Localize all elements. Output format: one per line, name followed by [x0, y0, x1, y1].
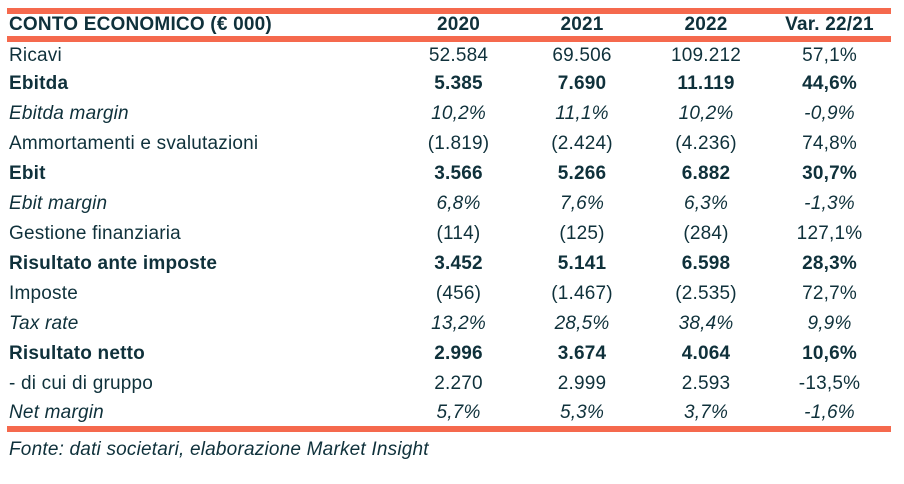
row-label: Imposte: [9, 283, 78, 304]
cell-value: 52.584: [428, 44, 489, 66]
row-label: Ammortamenti e svalutazioni: [9, 133, 259, 154]
table-body: Ricavi 52.584 69.506 109.212 57,1% Ebitd…: [7, 39, 891, 429]
row-label: Ebitda: [9, 73, 69, 94]
cell-value: 127,1%: [796, 223, 863, 244]
cell-value: 30,7%: [802, 163, 857, 184]
row-label: Risultato ante imposte: [9, 253, 218, 274]
table-row: Ammortamenti e svalutazioni (1.819) (2.4…: [7, 129, 891, 159]
table-row: Risultato ante imposte 3.452 5.141 6.598…: [7, 249, 891, 279]
cell-value: 3,7%: [683, 401, 729, 423]
header-col-2020: 2020: [436, 14, 481, 35]
cell-value: 9,9%: [807, 313, 852, 334]
header-col-2022: 2022: [684, 14, 728, 35]
cell-value: 3.566: [434, 163, 483, 184]
cell-value: 109.212: [670, 44, 742, 66]
cell-value: 74,8%: [802, 133, 857, 154]
table-row: Ebitda margin 10,2% 11,1% 10,2% -0,9%: [7, 99, 891, 129]
income-statement: CONTO ECONOMICO (€ 000) 2020 2021 2022 V…: [7, 8, 891, 461]
cell-value: 44,6%: [802, 73, 857, 94]
cell-value: 11,1%: [555, 103, 609, 124]
table-header: CONTO ECONOMICO (€ 000) 2020 2021 2022 V…: [7, 11, 891, 39]
row-label: Net margin: [9, 401, 104, 423]
table-row: Ebit 3.566 5.266 6.882 30,7%: [7, 159, 891, 189]
row-label: Risultato netto: [9, 343, 145, 364]
row-label: Ebitda margin: [9, 103, 129, 124]
header-title: CONTO ECONOMICO (€ 000): [9, 14, 272, 35]
cell-value: 2.999: [557, 373, 607, 394]
cell-value: (456): [435, 283, 482, 304]
cell-value: (1.467): [551, 283, 613, 304]
table-row: Imposte (456) (1.467) (2.535) 72,7%: [7, 279, 891, 309]
cell-value: 5,7%: [436, 401, 481, 423]
row-label: Ebit: [9, 163, 46, 184]
cell-value: 10,2%: [678, 103, 734, 124]
cell-value: 4.064: [681, 343, 731, 364]
row-label: Ebit margin: [9, 193, 108, 214]
table-row: Gestione finanziaria (114) (125) (284) 1…: [7, 219, 891, 249]
source-note: Fonte: dati societari, elaborazione Mark…: [9, 439, 429, 460]
row-label: Gestione finanziaria: [9, 223, 181, 244]
cell-value: -0,9%: [804, 103, 855, 124]
cell-value: 10,6%: [802, 343, 857, 364]
cell-value: 6.882: [681, 163, 731, 184]
cell-value: 5.266: [557, 163, 607, 184]
cell-value: (284): [683, 223, 729, 244]
table-row: Tax rate 13,2% 28,5% 38,4% 9,9%: [7, 309, 891, 339]
cell-value: (125): [559, 223, 605, 244]
cell-value: 2.996: [434, 343, 483, 364]
table-row: Ricavi 52.584 69.506 109.212 57,1%: [7, 39, 891, 69]
table-row: - di cui di gruppo 2.270 2.999 2.593 -13…: [7, 369, 891, 399]
cell-value: 7.690: [557, 73, 607, 94]
cell-value: 72,7%: [802, 283, 857, 304]
row-label: - di cui di gruppo: [9, 373, 154, 394]
conto-economico-table: CONTO ECONOMICO (€ 000) 2020 2021 2022 V…: [7, 8, 891, 432]
table-row: Risultato netto 2.996 3.674 4.064 10,6%: [7, 339, 891, 369]
cell-value: 3.674: [557, 343, 607, 364]
cell-value: 11.119: [677, 73, 735, 94]
row-label: Tax rate: [9, 313, 79, 334]
header-row: CONTO ECONOMICO (€ 000) 2020 2021 2022 V…: [7, 11, 891, 39]
cell-value: 13,2%: [431, 313, 486, 334]
cell-value: 69.506: [552, 44, 612, 66]
cell-value: 6,8%: [436, 193, 481, 214]
cell-value: 5,3%: [559, 401, 605, 423]
cell-value: (1.819): [427, 133, 490, 154]
cell-value: -1,6%: [804, 401, 855, 423]
cell-value: 6.598: [681, 253, 731, 274]
cell-value: (2.424): [551, 133, 613, 154]
cell-value: (2.535): [675, 283, 737, 304]
cell-value: 3.452: [434, 253, 483, 274]
cell-value: 6,3%: [683, 193, 729, 214]
table-row: Ebitda 5.385 7.690 11.119 44,6%: [7, 69, 891, 99]
cell-value: -1,3%: [804, 193, 855, 214]
cell-value: 5.385: [434, 73, 483, 94]
cell-value: 57,1%: [802, 44, 857, 66]
cell-value: 38,4%: [678, 313, 734, 334]
cell-value: -13,5%: [798, 373, 861, 394]
table-row: Net margin 5,7% 5,3% 3,7% -1,6%: [7, 399, 891, 429]
cell-value: (4.236): [675, 133, 737, 154]
row-label: Ricavi: [9, 44, 62, 66]
cell-value: 10,2%: [431, 103, 486, 124]
cell-value: 28,3%: [802, 253, 857, 274]
header-col-var: Var. 22/21: [785, 14, 874, 35]
cell-value: (114): [436, 223, 481, 244]
header-col-2021: 2021: [560, 14, 604, 35]
cell-value: 2.593: [681, 373, 731, 394]
cell-value: 28,5%: [554, 313, 610, 334]
table-row: Ebit margin 6,8% 7,6% 6,3% -1,3%: [7, 189, 891, 219]
cell-value: 2.270: [434, 373, 483, 394]
cell-value: 7,6%: [559, 193, 605, 214]
cell-value: 5.141: [557, 253, 607, 274]
